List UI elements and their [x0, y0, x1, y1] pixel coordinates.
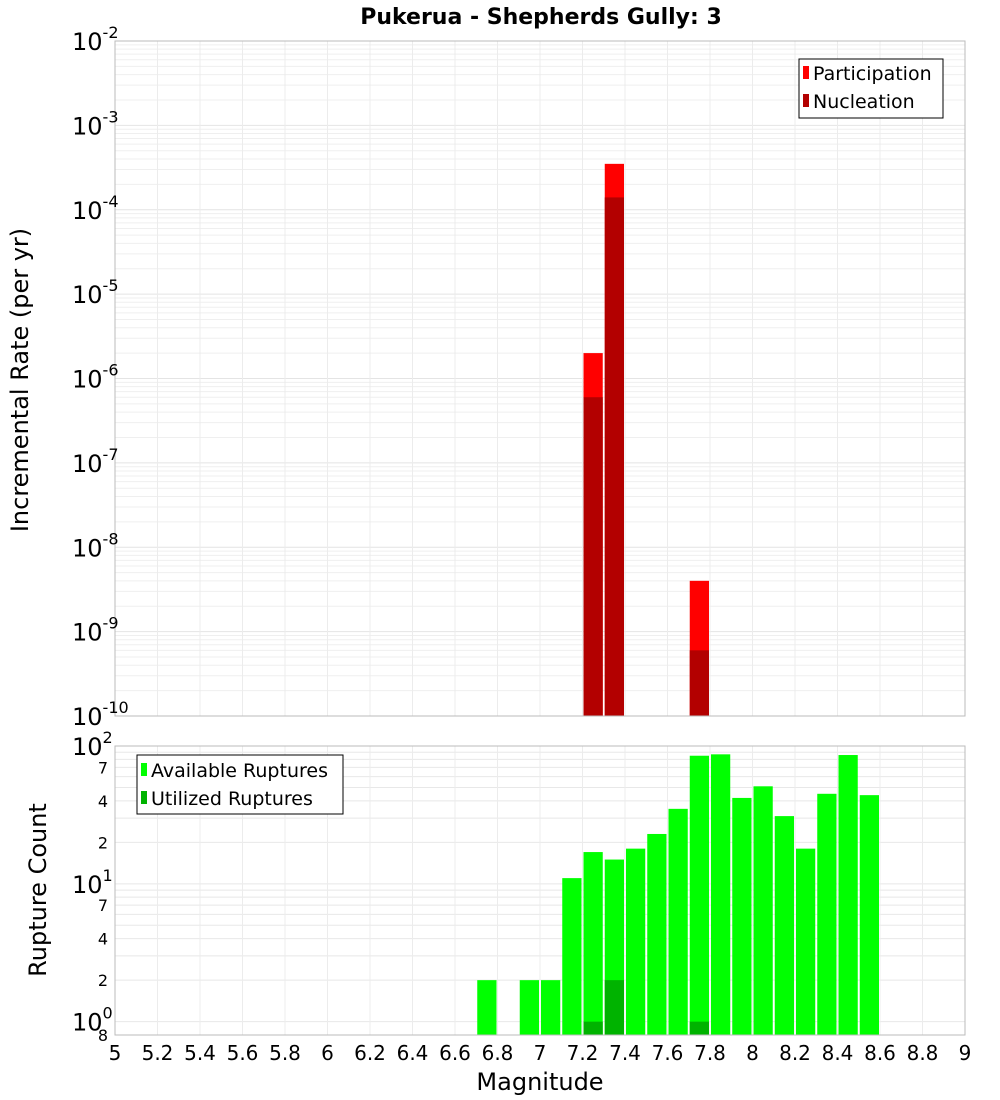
magnitude-tick-label: 5.4 — [184, 1041, 216, 1065]
utilized-ruptures-bar — [689, 1021, 709, 1035]
magnitude-tick-label: 7.6 — [652, 1041, 684, 1065]
utilized-ruptures-bar — [604, 980, 624, 1035]
x-axis-title: Magnitude — [476, 1068, 603, 1096]
available-ruptures-bar — [753, 786, 773, 1035]
magnitude-tick-label: 5.8 — [269, 1041, 301, 1065]
rate-y-tick-label: 10-8 — [72, 529, 119, 562]
rate-y-tick-label: 10-10 — [72, 698, 129, 731]
rupture-plot-legend-frame — [136, 754, 344, 815]
magnitude-x-ticks: 5 5.2 5.4 5.6 5.8 6 6.2 6.4 6.6 6.8 7 7.2 7.4 7.6 7.8 8… — [109, 1041, 972, 1065]
magnitude-tick-label: 8.8 — [907, 1041, 939, 1065]
magnitude-tick-label: 7 — [534, 1041, 547, 1065]
nucleation-bar — [604, 197, 624, 717]
magnitude-tick-label: 6.8 — [482, 1041, 514, 1065]
rate-plot-gridlines — [115, 41, 965, 717]
magnitude-tick-label: 9 — [959, 1041, 972, 1065]
rupture-plot-frame — [114, 745, 966, 1036]
chart-title: Pukerua - Shepherds Gully: 3 — [360, 5, 722, 30]
legend-swatch-nucleation — [803, 94, 809, 107]
rate-y-tick-label: 10-2 — [72, 23, 119, 56]
available-ruptures-bar — [626, 848, 646, 1035]
available-ruptures-bar — [732, 797, 752, 1035]
legend-swatch-available — [141, 763, 147, 776]
nucleation-bar — [689, 650, 709, 716]
rupture-count-panel: 100 101 102 8 2 4 7 2 4 7 5 5.2 5.4 5.6 5.8 6 6.2 6.4 6.6… — [24, 728, 971, 1096]
available-ruptures-bar — [859, 795, 879, 1035]
legend-label-participation: Participation — [813, 63, 932, 85]
rate-y-tick-label: 10-7 — [72, 445, 119, 478]
rate-y-tick-label: 10-5 — [72, 276, 119, 309]
rupture-plot-legend: Available Ruptures Utilized Ruptures — [136, 754, 344, 815]
magnitude-tick-label: 8.6 — [864, 1041, 896, 1065]
count-y-minor-tick-label: 7 — [98, 896, 108, 915]
magnitude-tick-label: 5.2 — [142, 1041, 174, 1065]
legend-label-nucleation: Nucleation — [813, 91, 915, 113]
available-ruptures-bar — [689, 755, 709, 1035]
utilized-ruptures-bar — [583, 1021, 603, 1035]
magnitude-tick-label: 6.6 — [439, 1041, 471, 1065]
count-y-minor-tick-label: 4 — [98, 930, 108, 949]
available-ruptures-bar — [774, 816, 794, 1035]
rate-plot-panel: 10-10 10-9 10-8 10-7 10-6 10-5 10-4 10-3 10-2 In… — [6, 23, 966, 731]
rate-y-tick-label: 10-6 — [72, 361, 119, 394]
available-ruptures-bar — [838, 755, 858, 1035]
count-y-minor-tick-label: 4 — [98, 792, 108, 811]
rate-plot-y-ticks: 10-10 10-9 10-8 10-7 10-6 10-5 10-4 10-3 10-2 — [72, 23, 129, 731]
legend-label-available: Available Ruptures — [151, 760, 328, 782]
rate-plot-bars — [583, 163, 709, 717]
nucleation-bar — [583, 397, 603, 716]
count-y-minor-tick-label: 7 — [98, 758, 108, 777]
legend-swatch-participation — [803, 66, 809, 79]
rupture-plot-y-ticks: 100 101 102 8 2 4 7 2 4 7 — [72, 728, 113, 1045]
rate-y-tick-label: 10-9 — [72, 614, 119, 647]
magnitude-tick-label: 8.2 — [779, 1041, 811, 1065]
count-y-tick-label: 102 — [72, 728, 113, 761]
magnitude-tick-label: 6.2 — [354, 1041, 386, 1065]
magnitude-tick-label: 6 — [321, 1041, 334, 1065]
count-y-minor-tick-label: 8 — [98, 1026, 108, 1045]
available-ruptures-bar — [541, 980, 561, 1035]
rate-plot-legend: Participation Nucleation — [798, 58, 944, 119]
count-y-minor-tick-label: 2 — [98, 833, 108, 852]
available-ruptures-bar — [817, 793, 837, 1035]
rate-plot-y-axis-title: Incremental Rate (per yr) — [6, 228, 34, 532]
legend-label-utilized: Utilized Ruptures — [151, 788, 313, 810]
count-y-tick-label: 101 — [72, 866, 113, 899]
magnitude-tick-label: 5 — [109, 1041, 122, 1065]
magnitude-tick-label: 8.4 — [822, 1041, 854, 1065]
count-y-minor-tick-label: 2 — [98, 971, 108, 990]
rupture-plot-y-axis-title: Rupture Count — [24, 803, 52, 977]
available-ruptures-bar — [796, 848, 816, 1035]
available-ruptures-bar — [519, 980, 539, 1035]
magnitude-tick-label: 7.4 — [609, 1041, 641, 1065]
rate-plot-frame — [114, 40, 966, 717]
available-ruptures-bar — [583, 852, 603, 1035]
rupture-plot-bars — [477, 754, 879, 1035]
magnitude-tick-label: 7.8 — [694, 1041, 726, 1065]
available-ruptures-bar — [668, 808, 688, 1035]
available-ruptures-bar — [477, 980, 497, 1035]
rate-y-tick-label: 10-4 — [72, 192, 119, 225]
rate-plot-legend-frame — [798, 58, 944, 119]
available-ruptures-bar — [711, 754, 731, 1035]
available-ruptures-bar — [647, 833, 667, 1035]
legend-swatch-utilized — [141, 791, 147, 804]
magnitude-tick-label: 6.4 — [397, 1041, 429, 1065]
magnitude-tick-label: 7.2 — [567, 1041, 599, 1065]
count-y-tick-label: 100 — [72, 1004, 113, 1037]
available-ruptures-bar — [562, 878, 582, 1035]
magnitude-tick-label: 5.6 — [227, 1041, 259, 1065]
magnitude-tick-label: 8 — [746, 1041, 759, 1065]
rate-y-tick-label: 10-3 — [72, 107, 119, 140]
